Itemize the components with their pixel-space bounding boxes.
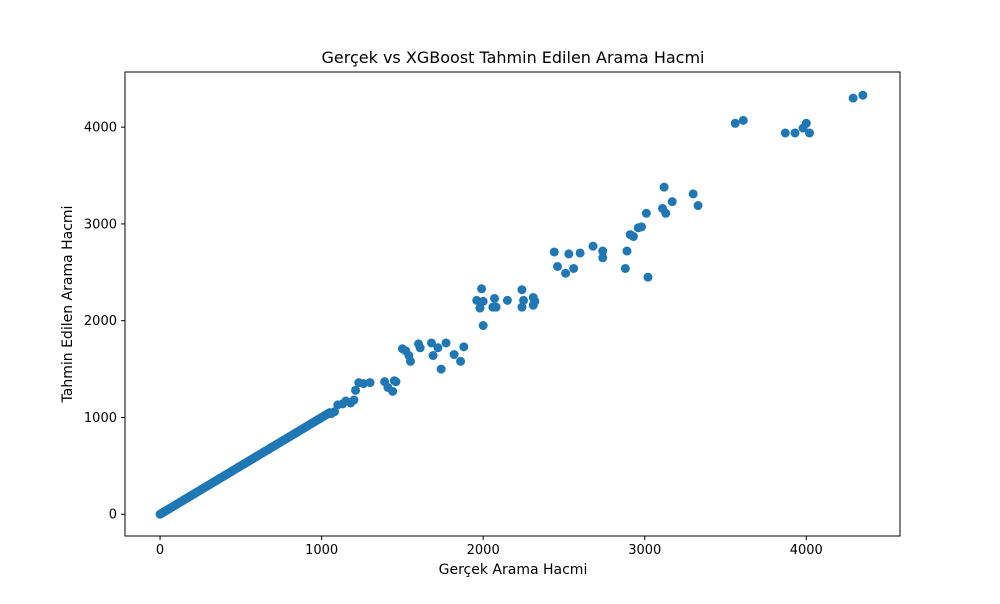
data-point <box>489 293 499 303</box>
data-point <box>349 395 359 405</box>
data-point <box>575 248 585 258</box>
data-point <box>415 343 425 353</box>
data-point <box>637 222 647 232</box>
data-point <box>620 263 630 273</box>
data-point <box>388 386 398 396</box>
data-point <box>688 189 698 199</box>
data-point <box>790 128 800 138</box>
data-point <box>365 378 375 388</box>
x-tick-label: 1000 <box>305 543 338 558</box>
data-points <box>155 90 868 519</box>
data-point <box>805 128 815 138</box>
data-point <box>433 343 443 353</box>
data-point <box>330 407 340 417</box>
data-point <box>588 241 598 251</box>
y-tick-label: 2000 <box>84 314 117 329</box>
data-point <box>517 302 527 312</box>
y-tick-label: 0 <box>109 508 117 523</box>
data-point <box>643 272 653 282</box>
x-axis: 0 1000 2000 3000 4000 <box>156 536 823 558</box>
data-point <box>848 93 858 103</box>
data-point <box>475 303 485 313</box>
x-tick-label: 0 <box>156 543 164 558</box>
x-tick-label: 2000 <box>467 543 500 558</box>
data-point <box>561 268 571 278</box>
plot-frame <box>124 71 901 537</box>
data-point <box>530 296 540 306</box>
data-point <box>564 249 574 259</box>
data-point <box>659 182 669 192</box>
data-point <box>858 90 868 100</box>
data-point <box>738 115 748 125</box>
data-point <box>549 247 559 257</box>
data-point <box>641 208 651 218</box>
data-point <box>456 356 466 366</box>
data-point <box>441 338 451 348</box>
data-point <box>552 262 562 271</box>
y-axis: 0 1000 2000 3000 4000 <box>84 121 125 523</box>
y-tick-label: 1000 <box>84 411 117 426</box>
chart-title: Gerçek vs XGBoost Tahmin Edilen Arama Ha… <box>322 48 705 67</box>
data-point <box>598 246 608 256</box>
y-axis-label: Tahmin Edilen Arama Hacmi <box>60 206 76 404</box>
data-point <box>730 118 740 128</box>
data-point <box>459 342 469 352</box>
data-point <box>693 201 703 211</box>
data-point <box>436 364 446 374</box>
data-point <box>780 128 790 138</box>
data-point <box>661 208 671 218</box>
x-tick-label: 4000 <box>790 543 823 558</box>
data-point <box>428 351 438 361</box>
data-point <box>405 356 415 366</box>
data-point <box>667 197 677 207</box>
data-point <box>478 296 488 306</box>
x-tick-label: 3000 <box>628 543 661 558</box>
x-axis-label: Gerçek Arama Hacmi <box>439 562 588 578</box>
data-point <box>598 253 608 263</box>
data-point <box>517 285 527 295</box>
data-point <box>622 246 632 256</box>
data-point <box>351 385 361 395</box>
y-tick-label: 4000 <box>84 121 117 136</box>
data-point <box>491 302 501 312</box>
data-point <box>801 118 811 128</box>
y-tick-label: 3000 <box>84 217 117 232</box>
data-point <box>477 284 487 294</box>
data-point <box>628 232 638 241</box>
data-point <box>502 295 512 305</box>
data-point <box>391 377 401 387</box>
data-point <box>449 350 459 360</box>
data-point <box>519 295 529 305</box>
data-point <box>478 321 488 331</box>
data-point <box>426 338 436 348</box>
data-point <box>569 263 579 273</box>
